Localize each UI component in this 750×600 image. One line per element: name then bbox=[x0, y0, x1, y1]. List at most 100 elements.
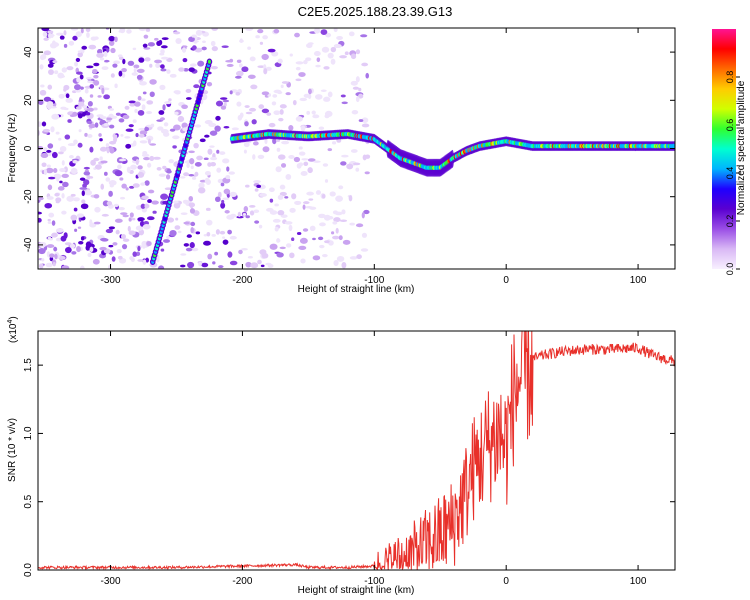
spectrogram-noise-cell bbox=[145, 28, 151, 32]
spectrogram-noise-cell bbox=[229, 90, 233, 95]
spectrogram-noise-cell bbox=[169, 73, 177, 78]
spectrogram-noise-cell bbox=[251, 119, 257, 125]
spectrogram-x-label: Height of straight line (km) bbox=[298, 284, 415, 295]
spectrogram-noise-cell bbox=[76, 245, 81, 253]
spectrogram-noise-cell bbox=[267, 67, 271, 71]
spectrogram-noise-cell bbox=[157, 126, 164, 131]
spectrogram-noise-cell bbox=[352, 86, 360, 90]
spectrogram-noise-cell bbox=[122, 58, 126, 65]
spectrogram-noise-cell bbox=[335, 195, 343, 202]
spectrogram-noise-cell bbox=[129, 212, 134, 218]
spectrogram-noise-cell bbox=[93, 79, 100, 86]
spectrogram-noise-cell bbox=[108, 179, 117, 186]
spectrogram-noise-cell bbox=[55, 200, 60, 204]
spectrogram-noise-cell bbox=[333, 28, 338, 33]
spectrogram-noise-cell bbox=[81, 199, 86, 204]
spectrogram-noise-cell bbox=[188, 173, 195, 177]
spectrogram-noise-cell bbox=[299, 237, 308, 244]
spectrogram-noise-cell bbox=[125, 143, 132, 149]
spectrogram-noise-cell bbox=[40, 53, 47, 60]
snr-scale-close: ) bbox=[8, 316, 19, 319]
spectrogram-noise-cell bbox=[355, 223, 364, 228]
spectrogram-noise-cell bbox=[361, 62, 369, 67]
spectrogram-noise-cell bbox=[191, 247, 199, 252]
spectrogram-noise-cell bbox=[132, 251, 137, 257]
spectrogram-noise-cell bbox=[245, 261, 252, 268]
spectrogram-noise-cell bbox=[308, 88, 312, 95]
spectrogram-noise-cell bbox=[307, 167, 313, 174]
spectrogram-noise-cell bbox=[284, 221, 293, 225]
spectrogram-noise-cell bbox=[284, 196, 289, 199]
spectrogram-noise-cell bbox=[275, 166, 282, 173]
spectrogram-noise-cell bbox=[60, 106, 67, 110]
spectrogram-noise-cell bbox=[193, 142, 199, 149]
spectrogram-noise-cell bbox=[67, 143, 76, 147]
spectrogram-noise-cell bbox=[189, 158, 195, 165]
spectrogram-noise-cell bbox=[96, 52, 104, 58]
spectrogram-noise-cell bbox=[320, 29, 328, 36]
spectrogram-noise-cell bbox=[174, 225, 181, 230]
spectrogram-noise-cell bbox=[101, 66, 109, 71]
spectrogram-noise-cell bbox=[266, 112, 272, 116]
spectrogram-noise-cell bbox=[289, 207, 296, 213]
spectrogram-noise-cell bbox=[332, 221, 338, 225]
spectrogram-noise-cell bbox=[47, 143, 54, 149]
spectrogram-noise-cell bbox=[54, 253, 58, 260]
spectrogram-noise-cell bbox=[298, 245, 307, 251]
spectrogram-noise-cell bbox=[279, 246, 286, 250]
spectrogram-noise-cell bbox=[194, 47, 203, 53]
spectrogram-noise-cell bbox=[89, 246, 94, 252]
spectrogram-noise-cell bbox=[252, 141, 259, 146]
spectrogram-noise-cell bbox=[73, 197, 80, 202]
spectrogram-noise-cell bbox=[119, 177, 124, 181]
spectrogram-noise-cell bbox=[348, 31, 355, 37]
snr-x-tick-label: 100 bbox=[630, 576, 647, 587]
spectrogram-noise-cell bbox=[73, 207, 78, 212]
spectrogram-noise-cell bbox=[46, 103, 53, 110]
spectrogram-noise-cell bbox=[55, 237, 62, 242]
spectrogram-noise-cell bbox=[77, 113, 83, 119]
spectrogram-noise-cell bbox=[132, 47, 137, 51]
spectrogram-noise-cell bbox=[111, 256, 116, 262]
spectrogram-noise-cell bbox=[219, 230, 226, 235]
spectrogram-noise-cell bbox=[56, 32, 64, 36]
spectrogram-noise-cell bbox=[313, 160, 321, 163]
spectrogram-noise-cell bbox=[210, 40, 216, 47]
spectrogram-noise-cell bbox=[362, 154, 367, 161]
spectrogram-noise-cell bbox=[348, 195, 353, 202]
spectrogram-noise-cell bbox=[140, 98, 146, 102]
spectrogram-noise-cell bbox=[272, 94, 278, 98]
spectrogram-noise-cell bbox=[209, 130, 218, 136]
spectrogram-noise-cell bbox=[112, 242, 118, 246]
spectrogram-noise-cell bbox=[116, 249, 122, 254]
snr-y-tick-label: 1.5 bbox=[23, 358, 34, 372]
spectrogram-noise-cell bbox=[319, 244, 325, 249]
spectrogram-noise-cell bbox=[220, 105, 227, 110]
spectrogram-noise-cell bbox=[127, 225, 131, 232]
spectrogram-x-tick-label: 0 bbox=[503, 275, 509, 286]
spectrogram-noise-cell bbox=[228, 171, 235, 175]
spectrogram-noise-cell bbox=[124, 105, 130, 110]
spectrogram-noise-cell bbox=[316, 57, 321, 63]
spectrogram-noise-cell bbox=[126, 166, 131, 173]
spectrogram-noise-cell bbox=[325, 32, 332, 38]
spectrogram-noise-cell bbox=[306, 191, 314, 196]
spectrogram-noise-cell bbox=[188, 67, 195, 73]
spectrogram-noise-cell bbox=[61, 193, 65, 199]
spectrogram-noise-cell bbox=[38, 217, 42, 223]
spectrogram-noise-cell bbox=[361, 212, 365, 219]
spectrogram-noise-cell bbox=[157, 265, 165, 269]
spectrogram-noise-cell bbox=[159, 84, 166, 91]
spectrogram-noise-cell bbox=[327, 148, 333, 152]
spectrogram-noise-cell bbox=[291, 237, 295, 242]
spectrogram-noise-cell bbox=[160, 49, 165, 54]
spectrogram-noise-cell bbox=[86, 32, 90, 38]
spectrogram-noise-cell bbox=[273, 89, 282, 94]
spectrogram-noise-cell bbox=[203, 157, 209, 161]
spectrogram-noise-cell bbox=[93, 221, 101, 225]
spectrogram-marks bbox=[38, 28, 675, 269]
spectrogram-noise-cell bbox=[40, 152, 49, 158]
spectrogram-noise-cell bbox=[149, 155, 155, 162]
spectrogram-noise-cell bbox=[46, 196, 54, 200]
spectrogram-y-tick-label: 0 bbox=[23, 145, 34, 151]
